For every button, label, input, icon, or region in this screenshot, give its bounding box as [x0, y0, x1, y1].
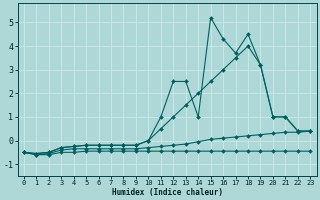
X-axis label: Humidex (Indice chaleur): Humidex (Indice chaleur) [112, 188, 223, 197]
